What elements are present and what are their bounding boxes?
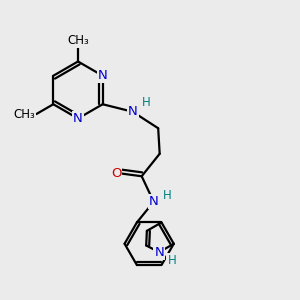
Text: O: O bbox=[111, 167, 122, 180]
Text: N: N bbox=[149, 195, 159, 208]
Text: N: N bbox=[98, 69, 108, 82]
Text: CH₃: CH₃ bbox=[13, 107, 35, 121]
Text: N: N bbox=[154, 246, 164, 259]
Text: H: H bbox=[163, 189, 172, 202]
Text: H: H bbox=[167, 254, 176, 267]
Text: CH₃: CH₃ bbox=[67, 34, 89, 47]
Text: N: N bbox=[128, 105, 138, 118]
Text: N: N bbox=[73, 112, 83, 125]
Text: H: H bbox=[142, 96, 151, 109]
